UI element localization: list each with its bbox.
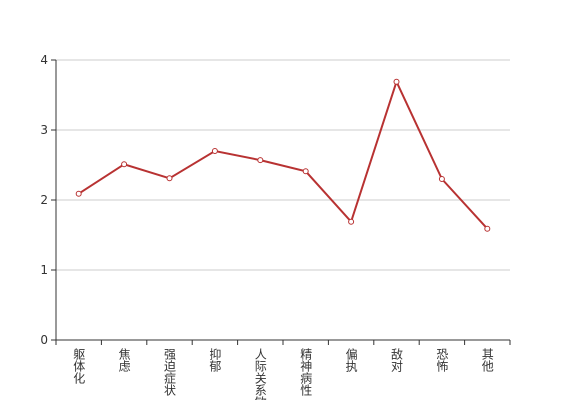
y-tick-label: 3: [40, 123, 48, 137]
x-tick-label: 恐怖: [435, 348, 449, 372]
y-tick-label: 4: [40, 53, 48, 67]
y-tick-label: 0: [40, 333, 48, 347]
point: [302, 168, 309, 175]
x-tick-label: 抑郁: [208, 347, 222, 373]
point: [121, 161, 128, 168]
x-tick-label: 人际关系敏感: [253, 348, 267, 400]
x-tick-label: 偏执: [344, 347, 358, 373]
y-tick-label: 1: [40, 263, 48, 277]
x-tick-label: 焦虑: [117, 348, 131, 372]
y-tick-label: 2: [40, 193, 48, 207]
x-tick-label: 敌对: [390, 347, 404, 372]
point: [211, 148, 218, 154]
x-tick-label: 躯体化: [72, 347, 86, 385]
point: [348, 218, 355, 225]
line: [78, 78, 489, 230]
point: [484, 225, 491, 232]
x-tick-label: 其他: [480, 348, 494, 372]
point: [166, 175, 173, 182]
point: [438, 176, 445, 182]
point: [393, 78, 400, 85]
point: [257, 157, 264, 164]
x-tick-label: 精神病性: [299, 348, 313, 397]
point: [75, 190, 82, 197]
x-tick-label: 强迫症状: [163, 348, 177, 396]
